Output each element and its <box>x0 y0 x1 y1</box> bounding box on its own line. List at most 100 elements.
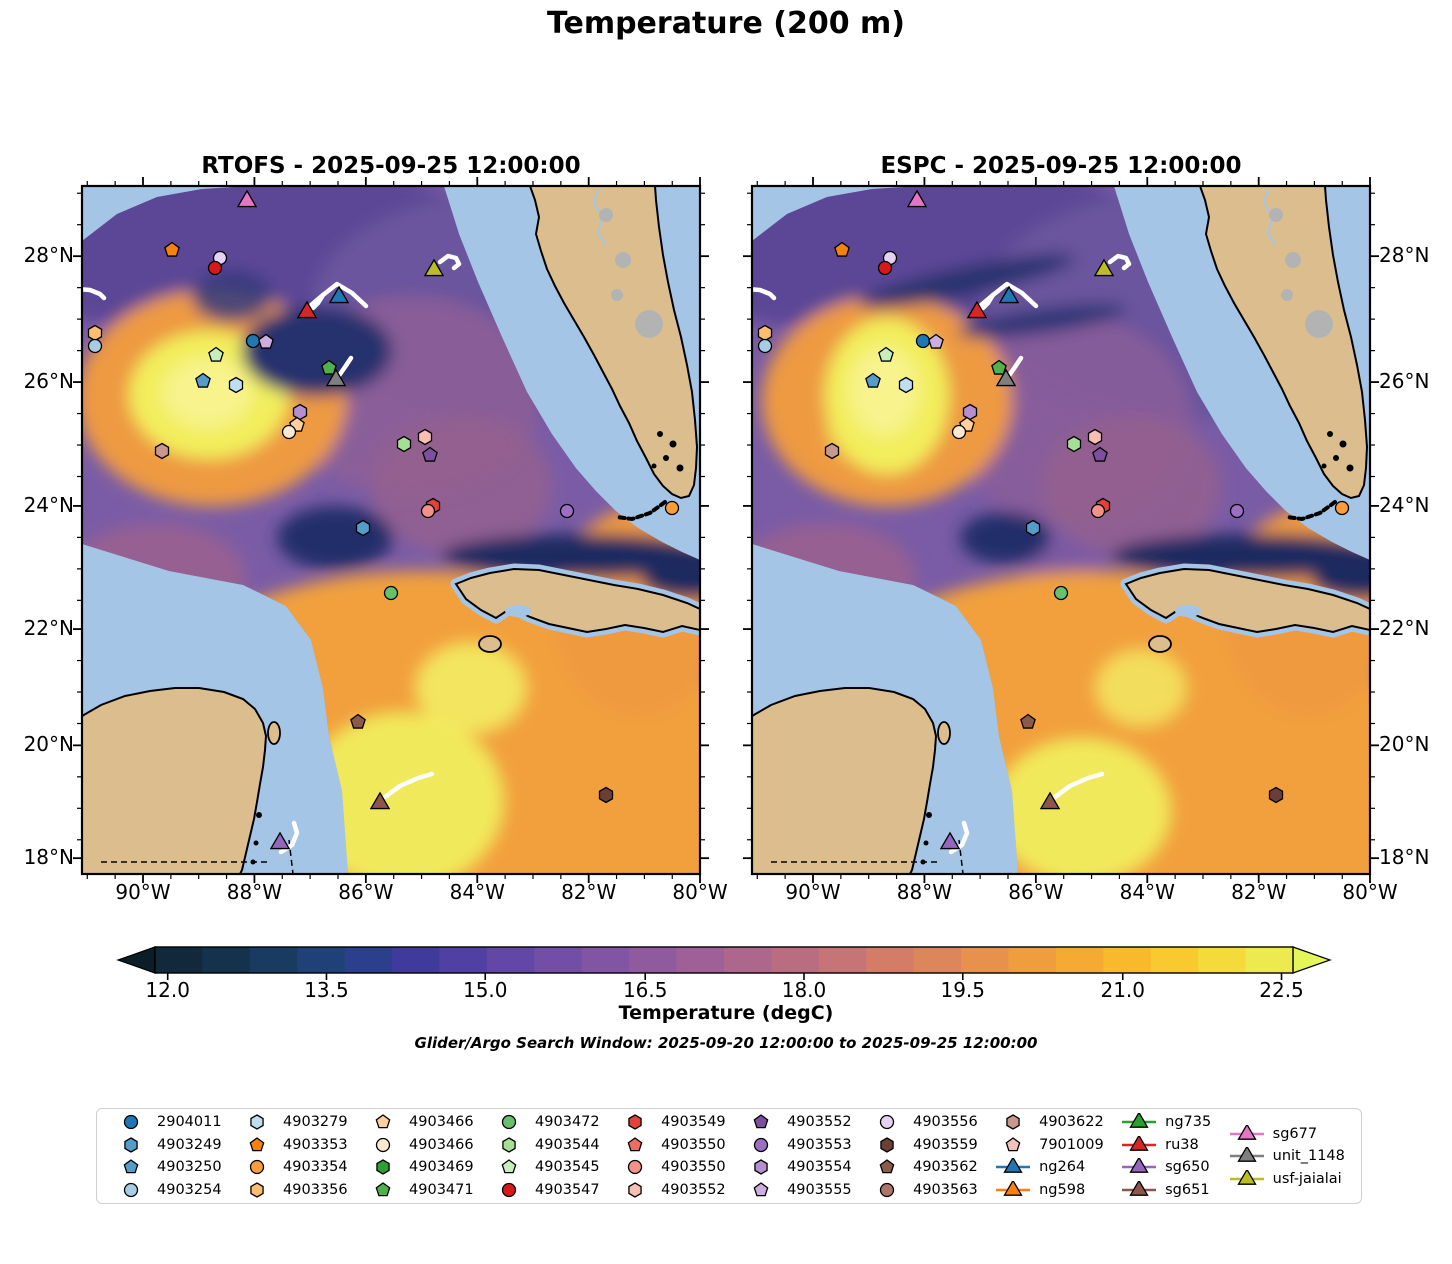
legend-label: 4903469 <box>409 1159 474 1176</box>
bahamas-islets <box>651 431 684 472</box>
legend-glyph-4903562 <box>879 1159 895 1174</box>
legend-label: 4903550 <box>661 1136 726 1153</box>
x-tick-label-rtofs: 80°W <box>672 880 728 904</box>
legend-item-4903466: 4903466 <box>365 1134 474 1157</box>
map-marker-4903547 <box>207 260 223 276</box>
legend-glyph-ng598 <box>1003 1180 1023 1196</box>
legend-glyph-4903353 <box>249 1136 265 1152</box>
y-tick-label-left: 22°N <box>23 616 74 641</box>
legend-label: 4903544 <box>535 1136 600 1153</box>
legend-glyph-4903550 <box>627 1136 643 1152</box>
y-tick-label-left: 24°N <box>23 492 74 517</box>
legend-label: sg650 <box>1165 1159 1210 1176</box>
legend-marker-pentagon <box>753 1114 769 1129</box>
legend-marker-hexagon <box>754 1159 768 1176</box>
legend-column: ng735 ru38 sg650 sg651 <box>1121 1111 1211 1201</box>
map-body <box>752 186 1370 874</box>
map-marker-4903466 <box>951 424 967 440</box>
legend-item-4903471: 4903471 <box>365 1179 474 1202</box>
colorbar-segment <box>297 947 346 973</box>
map-marker-4903554 <box>292 403 308 421</box>
x-tick-label-rtofs: 82°W <box>561 880 617 904</box>
legend-glyph-4903469 <box>376 1159 390 1176</box>
legend-column: 4903556 4903559 4903562 4903563 <box>869 1111 978 1201</box>
track-usf-jaialai <box>1107 253 1132 271</box>
colorbar-max-arrow <box>1292 946 1332 974</box>
legend-marker-triangle <box>1122 1180 1157 1196</box>
legend-item-usf-jaialai: usf-jaialai <box>1229 1167 1345 1190</box>
legend-glyph-4903466 <box>375 1114 391 1129</box>
legend-item-4903549: 4903549 <box>617 1111 726 1134</box>
land-yucatan <box>82 687 268 874</box>
map-marker-4903562 <box>1020 713 1036 729</box>
colorbar-segment <box>961 947 1010 973</box>
map-marker-4903555 <box>258 333 274 349</box>
land-masses <box>82 186 700 874</box>
legend-marker-hexagon <box>880 1136 894 1153</box>
legend-glyph-4903553 <box>753 1137 769 1152</box>
colorbar-tick-label: 22.5 <box>1259 978 1304 1002</box>
colorbar-segment <box>771 947 820 973</box>
legend-item-sg651: sg651 <box>1121 1179 1211 1202</box>
legend-item-4903469: 4903469 <box>365 1156 474 1179</box>
legend-item-4903563: 4903563 <box>869 1179 978 1202</box>
legend-marker-circle <box>627 1160 643 1175</box>
legend-label: 4903250 <box>157 1159 222 1176</box>
legend-glyph-sg650 <box>1129 1158 1149 1174</box>
lake <box>1281 289 1293 301</box>
map-marker-4903471 <box>991 359 1007 375</box>
map-marker-4903472 <box>383 585 399 601</box>
legend-glyph-ng735 <box>1129 1113 1149 1129</box>
map-panel-rtofs <box>73 177 709 883</box>
colorbar-segment <box>724 947 773 973</box>
map-marker-4903472 <box>1053 585 1069 601</box>
map-marker-4903552 <box>1092 446 1108 462</box>
legend-marker-pentagon <box>375 1181 391 1197</box>
colorbar-segment <box>534 947 583 973</box>
legend-marker-circle <box>123 1182 139 1197</box>
colorbar-tick-label: 15.0 <box>462 978 508 1002</box>
legend-item-unit_1148: unit_1148 <box>1229 1145 1345 1168</box>
x-tick-label-rtofs: 88°W <box>226 880 283 904</box>
cozumel-island <box>267 721 281 745</box>
legend-glyph-ru38 <box>1129 1135 1149 1151</box>
track-sg651 <box>382 771 435 800</box>
colorbar-min-arrow <box>116 946 156 974</box>
lake <box>611 289 623 301</box>
legend-glyph-4903563 <box>879 1182 895 1197</box>
legend-item-4903254: 4903254 <box>113 1179 222 1202</box>
legend-label: 4903550 <box>661 1159 726 1176</box>
map-marker-usf-jaialai <box>423 258 445 277</box>
colorbar-segment <box>439 947 488 973</box>
map-marker-sg677 <box>236 189 258 208</box>
legend-item-ng598: ng598 <box>995 1179 1104 1202</box>
legend-marker-hexagon <box>628 1181 642 1198</box>
colorbar-segment <box>1055 947 1105 973</box>
legend-glyph-4903354 <box>249 1160 265 1175</box>
legend-marker-hexagon <box>250 1114 264 1131</box>
legend-glyph-2904011 <box>123 1115 139 1130</box>
legend-glyph-4903356 <box>250 1181 264 1198</box>
legend-glyph-4903552 <box>628 1181 642 1198</box>
temperature-field <box>82 186 700 874</box>
legend-column: 2904011 4903249 4903250 4903254 <box>113 1111 222 1201</box>
lake <box>599 208 613 222</box>
bahamas-islets <box>1321 431 1354 472</box>
map-marker-4903545 <box>208 346 224 362</box>
colorbar-segment <box>486 947 536 973</box>
colorbar-tick-label: 12.0 <box>145 978 190 1002</box>
colorbar-segment <box>629 947 678 973</box>
legend-label: 4903471 <box>409 1181 474 1198</box>
lake-okeechobee <box>635 310 663 338</box>
track-sg651 <box>1052 771 1105 800</box>
legend-item-sg677: sg677 <box>1229 1122 1345 1145</box>
map-marker-4903544 <box>1066 435 1082 453</box>
map-marker-ru38 <box>966 300 988 319</box>
legend-item-4903622: 4903622 <box>995 1111 1104 1134</box>
map-marker-4903353 <box>834 241 850 257</box>
map-marker-unit_1148 <box>995 368 1017 387</box>
map-marker-ng264 <box>998 285 1020 304</box>
legend-glyph-4903466 <box>375 1137 391 1152</box>
legend-label: 4903545 <box>535 1159 600 1176</box>
legend-glyph-sg677 <box>1237 1124 1257 1140</box>
